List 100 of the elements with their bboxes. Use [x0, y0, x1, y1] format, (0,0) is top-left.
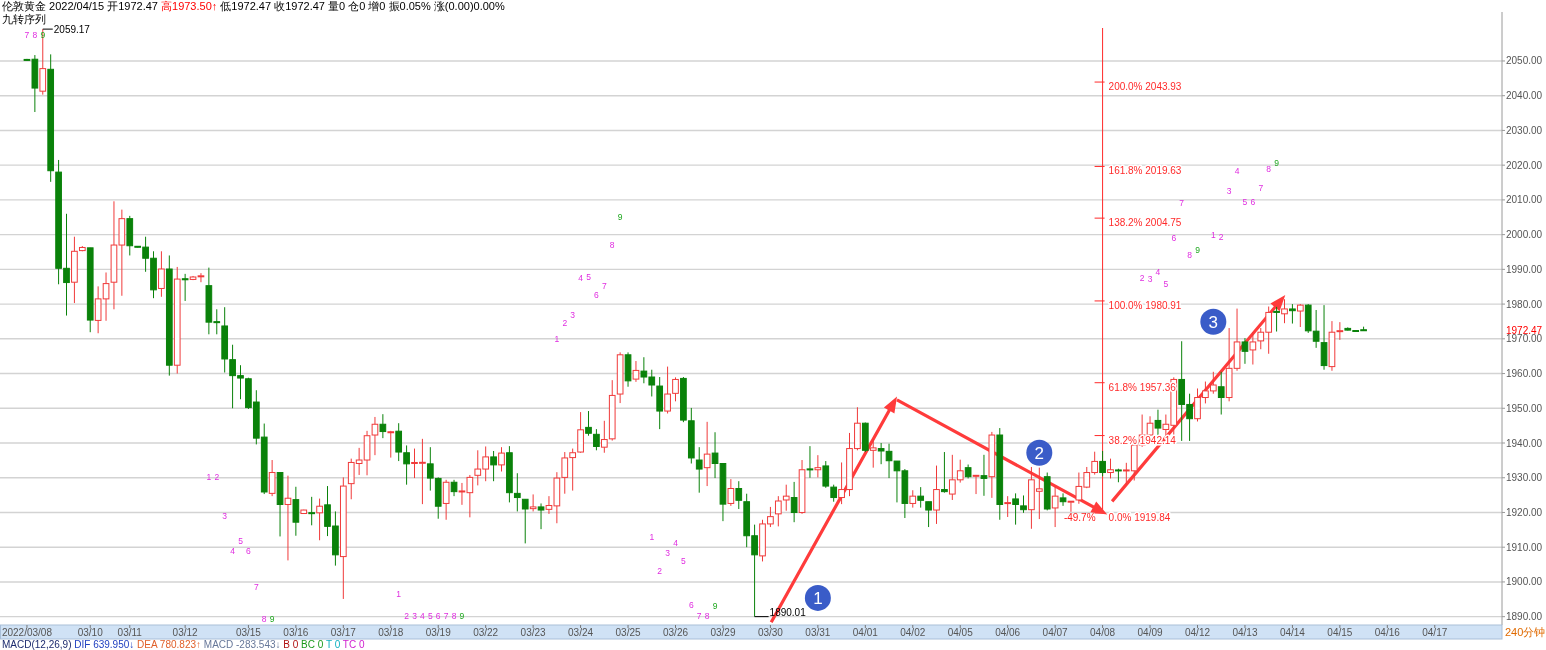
annotation: 2	[657, 566, 663, 577]
candlestick	[735, 480, 743, 510]
annotation: 8	[1187, 250, 1193, 261]
x-tick-label: 03/25	[615, 627, 641, 638]
candlestick	[814, 454, 822, 478]
candlestick	[1312, 309, 1320, 349]
annotation: 4	[578, 272, 584, 283]
y-tick-label: 1960.00	[1506, 368, 1543, 380]
ref-line-label: 100.0% 1980.91	[1108, 299, 1182, 311]
x-tick-label: 03/16	[283, 627, 309, 638]
candlestick	[1320, 304, 1328, 371]
annotation: 5	[427, 610, 433, 621]
ref-line-label: 200.0% 2043.93	[1108, 81, 1182, 93]
annotation: 9	[617, 211, 623, 222]
annotation: 4	[673, 538, 679, 549]
annotation: 2	[562, 318, 568, 329]
candlestick	[387, 430, 395, 459]
text: 1972.47	[1506, 324, 1543, 336]
candlestick	[1336, 321, 1344, 341]
y-tick-label: 1940.00	[1506, 437, 1543, 449]
ref-line-label: 161.8% 2019.63	[1108, 165, 1182, 177]
annotation: 2	[214, 471, 220, 482]
candlestick	[268, 459, 276, 497]
annotation: 5	[1163, 278, 1169, 289]
y-tick-label: 1990.00	[1506, 263, 1543, 275]
annotation: 1	[649, 531, 655, 542]
candlestick	[917, 486, 925, 509]
y-tick-label: 1930.00	[1506, 472, 1543, 484]
candlestick	[529, 493, 537, 512]
y-tick-label: 1910.00	[1506, 541, 1543, 553]
annotation: 8	[32, 30, 38, 41]
y-tick-label: 2020.00	[1506, 159, 1543, 171]
x-tick-label: 04/02	[900, 627, 926, 638]
candlestick	[1273, 306, 1280, 333]
x-tick-label: 04/05	[947, 627, 974, 638]
y-tick-label: 1900.00	[1506, 576, 1543, 588]
candlestick	[292, 486, 300, 537]
annotation: 1	[813, 588, 823, 608]
x-tick-label: 03/12	[172, 627, 199, 638]
x-tick-label: 03/18	[378, 627, 404, 638]
candlestick	[442, 479, 450, 521]
annotation: 3	[1208, 312, 1219, 332]
candlestick	[1012, 492, 1019, 526]
annotation: 9	[1195, 245, 1201, 256]
annotation: 1	[1210, 230, 1216, 241]
annotation: 8	[261, 613, 267, 624]
x-tick-label: 04/01	[852, 627, 879, 638]
x-tick-label: 03/24	[568, 627, 594, 638]
annotation: 8	[704, 610, 710, 621]
annotation: 4	[1155, 267, 1161, 278]
candlestick	[1241, 337, 1249, 365]
candlestick	[1281, 298, 1288, 324]
candlestick	[158, 250, 165, 298]
y-tick-label: 1920.00	[1506, 506, 1543, 518]
x-tick-label: 04/17	[1422, 627, 1448, 638]
candlestick	[1154, 409, 1162, 436]
text: 240分钟	[1505, 626, 1546, 638]
annotation: 2	[404, 610, 410, 621]
annotation: 8	[451, 610, 457, 621]
text: MACD(12,26,9) DIF 639.950↓ DEA 780.823↑ MACD -283.543↓ B 0 BC 0 T 0 TC 0	[2, 639, 365, 650]
annotation: 5	[681, 556, 687, 567]
x-tick-label: 04/06	[995, 627, 1021, 638]
candlestick	[585, 410, 592, 437]
candlestick	[284, 475, 292, 561]
candlestick	[790, 481, 798, 523]
annotation: -49.7%	[1063, 512, 1096, 524]
candlestick	[1051, 485, 1059, 528]
x-tick-label: 04/07	[1042, 627, 1069, 638]
candlestick	[933, 465, 940, 525]
annotation: 7	[1258, 183, 1264, 194]
annotation: 9	[269, 613, 275, 624]
candlestick	[980, 454, 988, 497]
x-tick-label: 04/14	[1279, 627, 1306, 638]
x-tick-label: 04/15	[1327, 627, 1353, 638]
annotation: 3	[1147, 274, 1153, 285]
candlestick	[521, 498, 529, 544]
candlestick	[1059, 492, 1067, 507]
annotation: 6	[1171, 233, 1177, 244]
annotation: 9	[1274, 158, 1280, 169]
annotation: 9	[712, 600, 718, 611]
candlestick	[498, 446, 505, 472]
annotation: 7	[24, 30, 30, 41]
y-tick-label: 2000.00	[1506, 229, 1543, 241]
y-tick-label: 1970.00	[1506, 333, 1543, 345]
candlestick	[513, 472, 521, 512]
annotation: 6	[594, 290, 600, 301]
y-tick-label: 1980.00	[1506, 298, 1543, 310]
annotation: 3	[222, 510, 228, 521]
y-tick-label: 1890.00	[1506, 611, 1543, 623]
annotation: 5	[238, 535, 244, 546]
x-tick-label: 03/19	[425, 627, 452, 638]
x-tick-label: 03/22	[473, 627, 499, 638]
candlestick	[1099, 450, 1106, 477]
annotation: 6	[435, 610, 441, 621]
annotation: 3	[570, 309, 576, 320]
x-tick-label: 03/29	[710, 627, 736, 638]
annotation: 7	[443, 610, 449, 621]
x-tick-label: 04/08	[1090, 627, 1116, 638]
candlestick	[1067, 500, 1075, 513]
candlestick	[727, 478, 735, 507]
